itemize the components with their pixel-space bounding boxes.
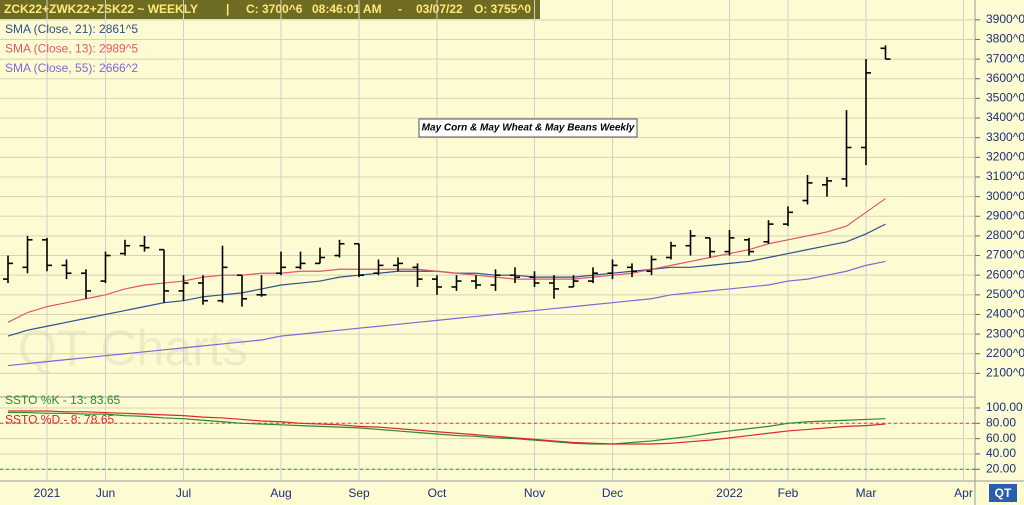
x-tick-label: Jul [176,486,191,500]
x-tick-label: 2021 [34,486,61,500]
x-tick-label: 2022 [716,486,743,500]
header-bar [0,0,540,19]
y-tick-label: 2500^0 [986,287,1024,301]
y-tick-label: 3800^0 [986,32,1024,46]
legend-entry: SMA (Close, 13): 2989^5 [5,42,138,56]
y-tick-label: 20.00 [986,461,1016,475]
watermark: QT Charts [18,320,248,376]
legend-entry: SMA (Close, 55): 2666^2 [5,61,138,75]
header-open: O: 3755^0 [474,2,531,16]
y-tick-label: 2200^0 [986,346,1024,360]
logo: QT [995,486,1012,500]
series-line [8,410,886,445]
y-tick-label: 2400^0 [986,307,1024,321]
y-tick-label: 40.00 [986,446,1016,460]
x-tick-label: Dec [602,486,623,500]
logo-box [989,484,1017,502]
y-tick-label: 3200^0 [986,149,1024,163]
title-box [418,118,638,138]
x-tick-label: Feb [778,486,799,500]
series-line [8,411,886,445]
y-tick-label: 2600^0 [986,267,1024,281]
x-tick-label: Mar [856,486,877,500]
series-line [7,260,886,367]
legend-entry: SSTO %K - 13: 83.65 [5,393,120,407]
y-tick-label: 3400^0 [986,110,1024,124]
y-tick-label: 80.00 [986,415,1016,429]
x-tick-label: Apr [954,486,973,500]
legend-entry: SSTO %D - 8: 78.65 [5,413,114,427]
legend-entry: SMA (Close, 21): 2861^5 [5,22,138,36]
header-time: 08:46:01 AM [312,2,382,16]
y-tick-label: 3900^0 [986,12,1024,26]
header-dash: - [398,2,402,16]
y-tick-label: 3300^0 [986,130,1024,144]
x-tick-label: Sep [348,486,370,500]
header-symbol: ZCK22+ZWK22+ZSK22 ~ WEEKLY [4,2,198,16]
header-close: C: 3700^6 [246,2,303,16]
series-line [7,198,886,323]
y-tick-label: 3100^0 [986,169,1024,183]
y-tick-label: 2800^0 [986,228,1024,242]
x-tick-label: Aug [270,486,291,500]
y-tick-label: 2300^0 [986,326,1024,340]
header-separator: | [226,2,229,16]
y-tick-label: 3000^0 [986,189,1024,203]
chart-title: May Corn & May Wheat & May Beans Weekly [422,123,635,134]
y-tick-label: 2700^0 [986,248,1024,262]
y-tick-label: 2100^0 [986,366,1024,380]
x-tick-label: Oct [428,486,447,500]
header-date: 03/07/22 [416,2,463,16]
y-tick-label: 60.00 [986,431,1016,445]
x-tick-label: Nov [524,486,545,500]
y-tick-label: 3700^0 [986,51,1024,65]
y-tick-label: 3500^0 [986,91,1024,105]
y-tick-label: 2900^0 [986,208,1024,222]
y-tick-label: 100.00 [986,400,1023,414]
y-tick-label: 3600^0 [986,71,1024,85]
x-tick-label: Jun [96,486,115,500]
